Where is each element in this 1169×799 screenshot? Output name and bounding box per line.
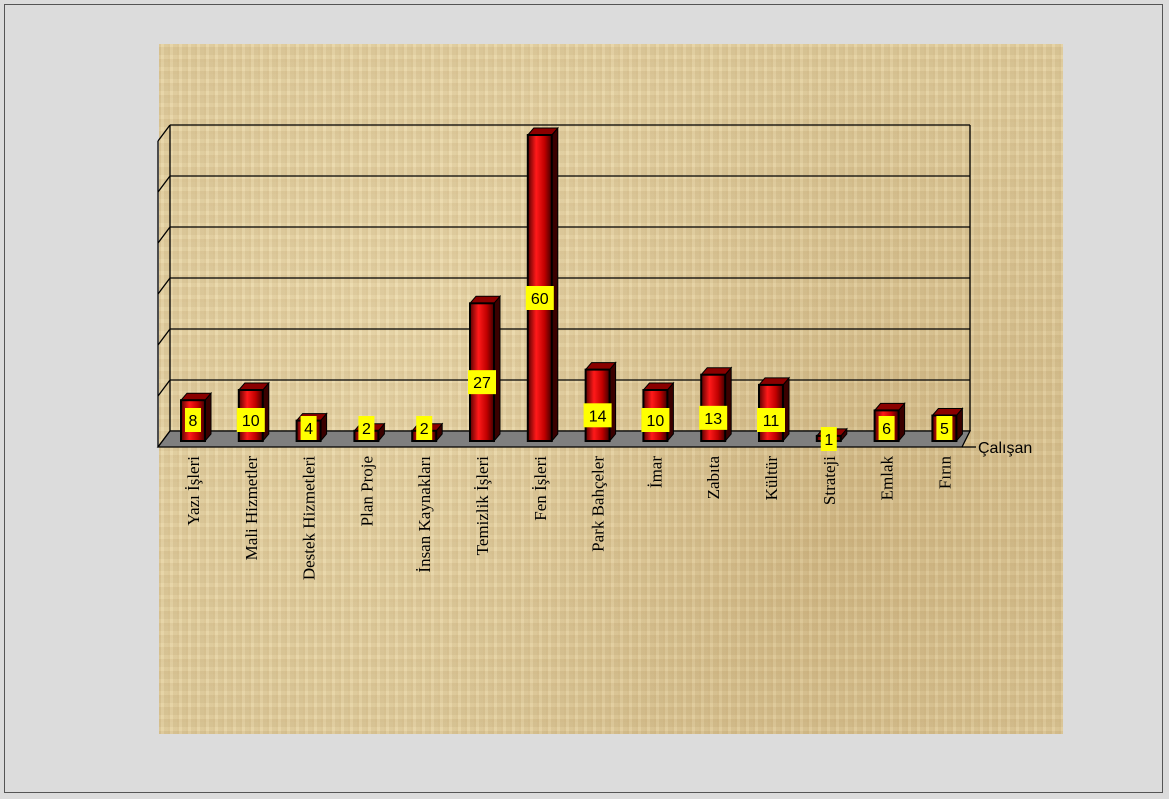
data-label-box-10 <box>757 408 785 432</box>
bar-6 <box>526 126 559 443</box>
grid <box>156 124 976 448</box>
series-label: Çalışan <box>978 440 1032 457</box>
data-label-9: 13 <box>704 411 722 428</box>
bar-top-0 <box>179 392 213 401</box>
category-label-2: Destek Hizmetleri <box>300 456 319 580</box>
bar-top-9 <box>700 367 733 376</box>
bar-5 <box>468 294 502 443</box>
data-label-box-13 <box>936 416 953 440</box>
bar-9 <box>700 366 733 443</box>
bar-top-5 <box>468 295 502 304</box>
category-label-7: Park Bahçeler <box>589 456 608 552</box>
gridline-side-1 <box>157 379 171 397</box>
data-label-2: 4 <box>304 421 313 438</box>
data-label-box-5 <box>468 370 496 395</box>
gridline-side-6 <box>157 124 171 142</box>
data-label-box-2 <box>300 416 317 440</box>
data-label-box-6 <box>525 286 554 310</box>
bar-top-10 <box>757 377 791 386</box>
data-label-box-9 <box>699 405 728 430</box>
data-label-12: 6 <box>882 421 891 438</box>
data-label-box-0 <box>185 408 201 432</box>
data-label-box-3 <box>358 416 375 440</box>
category-label-4: İnsan Kaynakları <box>415 456 434 573</box>
data-label-5: 27 <box>473 375 491 392</box>
labels: 8 Yazı İşleri 10 Mali Hizmetler 4 Destek Hizm… <box>184 286 1032 580</box>
category-label-10: Kültür <box>762 456 781 501</box>
data-label-box-4 <box>416 416 433 440</box>
category-label-5: Temizlik İşleri <box>473 456 492 556</box>
data-label-8: 10 <box>647 413 665 430</box>
data-label-1: 10 <box>242 413 260 430</box>
category-label-1: Mali Hizmetler <box>242 456 261 561</box>
category-label-13: Fırın <box>935 456 954 490</box>
category-label-8: İmar <box>646 456 665 488</box>
bar-top-7 <box>584 362 617 371</box>
chart-floor <box>156 430 972 448</box>
data-label-6: 60 <box>531 291 549 308</box>
data-label-0: 8 <box>189 413 198 430</box>
bars <box>179 126 964 443</box>
category-label-9: Zabıta <box>704 456 723 500</box>
data-label-4: 2 <box>420 421 429 438</box>
gridline-side-5 <box>157 175 171 193</box>
data-label-7: 14 <box>589 408 607 425</box>
category-label-6: Fen İşleri <box>531 456 550 521</box>
bar-top-1 <box>237 382 270 391</box>
data-label-11: 1 <box>824 432 833 449</box>
category-label-0: Yazı İşleri <box>184 456 203 526</box>
gridline-side-2 <box>157 328 171 346</box>
bar-top-6 <box>526 127 559 136</box>
bar-top-13 <box>931 408 964 416</box>
data-label-box-7 <box>583 403 612 428</box>
category-label-3: Plan Proje <box>357 456 376 526</box>
category-label-11: Strateji <box>820 456 839 505</box>
gridline-side-4 <box>157 226 171 244</box>
bar-top-8 <box>642 382 675 391</box>
data-label-box-11 <box>820 427 837 451</box>
data-label-13: 5 <box>940 421 949 438</box>
gridline-side-3 <box>157 277 171 295</box>
bar-7 <box>584 361 617 443</box>
data-label-box-8 <box>641 408 670 432</box>
data-label-3: 2 <box>362 421 371 438</box>
category-label-12: Emlak <box>878 456 897 501</box>
data-label-box-12 <box>878 416 895 440</box>
data-label-10: 11 <box>763 413 780 430</box>
data-label-box-1 <box>236 408 265 432</box>
bar-top-12 <box>873 402 906 411</box>
